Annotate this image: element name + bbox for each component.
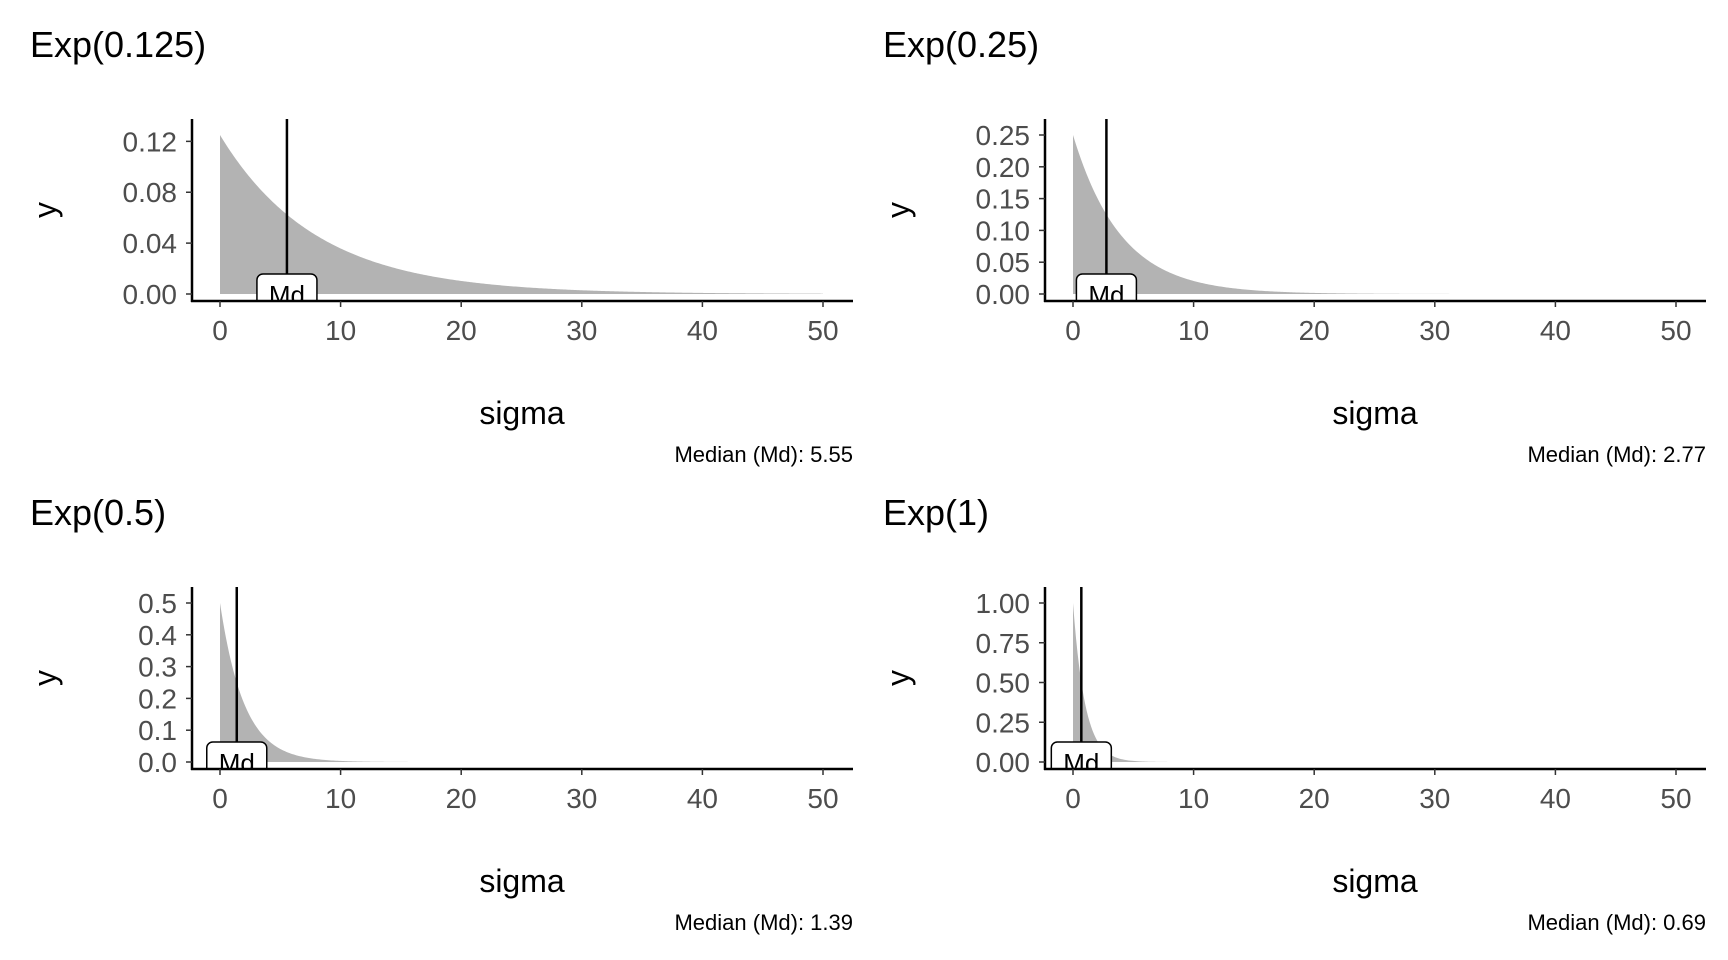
x-tick-label: 30: [566, 315, 597, 346]
x-tick-label: 50: [1660, 315, 1691, 346]
y-tick-label: 0.00: [123, 279, 178, 310]
panel-4: Exp(1)Md0 10 20 30 40 500.000.250.500.751.00s…: [880, 492, 1706, 935]
x-tick-label: 20: [1299, 315, 1330, 346]
plot-clip-mask: [150, 770, 853, 800]
y-tick-label: 0.00: [976, 747, 1031, 778]
y-tick-label: 0.4: [138, 620, 177, 651]
y-tick-label: 0.3: [138, 652, 177, 683]
x-tick-label: 40: [687, 783, 718, 814]
x-tick-label: 50: [1660, 783, 1691, 814]
x-tick-label: 20: [1299, 783, 1330, 814]
y-axis-title: y: [880, 670, 916, 686]
y-tick-label: 0.12: [123, 126, 178, 157]
panel-3: Exp(0.5)Md0 10 20 30 40 500.00.10.20.30.40.5s…: [27, 492, 853, 935]
x-axis-title: sigma: [479, 863, 565, 899]
y-axis-title: y: [27, 202, 63, 218]
y-tick-label: 0.5: [138, 588, 177, 619]
plot-clip-mask: [1003, 302, 1706, 332]
y-tick-label: 0.25: [976, 120, 1031, 151]
x-tick-label: 30: [1419, 783, 1450, 814]
density-area: [1073, 603, 1676, 762]
density-area: [220, 135, 823, 294]
x-tick-label: 40: [1540, 315, 1571, 346]
panel-title: Exp(0.25): [883, 24, 1039, 65]
x-tick-label: 10: [325, 783, 356, 814]
x-axis-title: sigma: [479, 395, 565, 431]
density-area: [220, 603, 823, 762]
y-tick-label: 0.05: [976, 247, 1031, 278]
y-tick-label: 0.00: [976, 279, 1031, 310]
y-tick-label: 1.00: [976, 588, 1031, 619]
density-area: [1073, 135, 1676, 294]
x-tick-label: 0: [1065, 783, 1081, 814]
x-tick-label: 0: [1065, 315, 1081, 346]
y-tick-label: 0.25: [976, 707, 1031, 738]
x-axis-title: sigma: [1332, 863, 1418, 899]
x-tick-label: 50: [807, 783, 838, 814]
plot-clip-mask: [150, 302, 853, 332]
x-tick-label: 0: [212, 315, 228, 346]
y-tick-label: 0.10: [976, 215, 1031, 246]
panel-title: Exp(0.125): [30, 24, 206, 65]
x-tick-label: 50: [807, 315, 838, 346]
y-axis-title: y: [27, 670, 63, 686]
median-caption: Median (Md): 1.39: [674, 910, 853, 935]
panel-1: Exp(0.125)Md0 10 20 30 40 500.000.040.080.12s…: [27, 24, 853, 467]
x-tick-label: 20: [446, 783, 477, 814]
y-tick-label: 0.50: [976, 668, 1031, 699]
median-caption: Median (Md): 2.77: [1527, 442, 1706, 467]
plot-clip-mask: [1003, 770, 1706, 800]
y-tick-label: 0.1: [138, 715, 177, 746]
y-tick-label: 0.08: [123, 177, 178, 208]
x-tick-label: 40: [687, 315, 718, 346]
y-tick-label: 0.75: [976, 628, 1031, 659]
y-tick-label: 0.2: [138, 683, 177, 714]
x-tick-label: 40: [1540, 783, 1571, 814]
median-caption: Median (Md): 5.55: [674, 442, 853, 467]
x-tick-label: 0: [212, 783, 228, 814]
x-tick-label: 10: [1178, 315, 1209, 346]
y-tick-label: 0.15: [976, 184, 1031, 215]
y-tick-label: 0.04: [123, 228, 178, 259]
y-tick-label: 0.20: [976, 152, 1031, 183]
x-tick-label: 30: [1419, 315, 1450, 346]
x-tick-label: 10: [325, 315, 356, 346]
y-axis-title: y: [880, 202, 916, 218]
x-axis-title: sigma: [1332, 395, 1418, 431]
x-tick-label: 20: [446, 315, 477, 346]
panel-2: Exp(0.25)Md0 10 20 30 40 500.000.050.100.150.…: [880, 24, 1706, 467]
median-caption: Median (Md): 0.69: [1527, 910, 1706, 935]
panel-title: Exp(1): [883, 492, 989, 533]
y-tick-label: 0.0: [138, 747, 177, 778]
panel-title: Exp(0.5): [30, 492, 166, 533]
x-tick-label: 30: [566, 783, 597, 814]
x-tick-label: 10: [1178, 783, 1209, 814]
